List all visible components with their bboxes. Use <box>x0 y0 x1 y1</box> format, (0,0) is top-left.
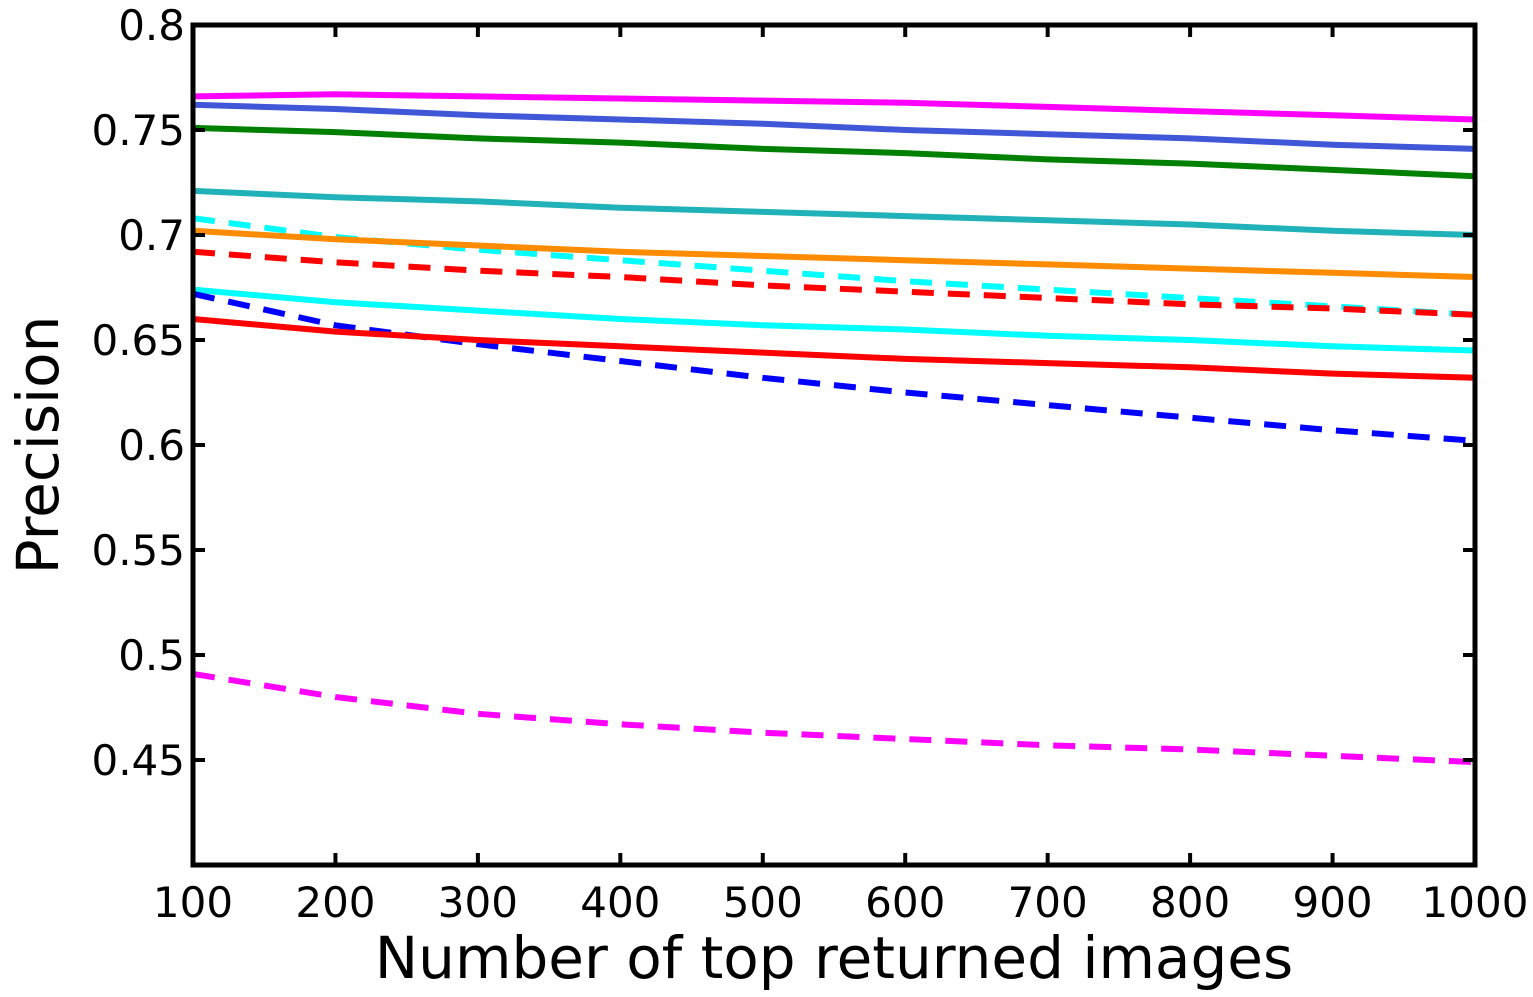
line-series <box>192 316 1476 381</box>
line-series <box>192 91 1476 123</box>
x-tick-label: 1000 <box>1422 878 1529 927</box>
x-tick-label: 100 <box>153 878 233 927</box>
x-tick-label: 900 <box>1292 878 1372 927</box>
y-tick-label: 0.75 <box>91 106 185 155</box>
y-tick-label: 0.45 <box>91 736 185 785</box>
y-axis-label: Precision <box>4 316 72 575</box>
line-series <box>192 101 1476 152</box>
y-tick-label: 0.6 <box>118 421 185 470</box>
y-tick-label: 0.7 <box>118 211 185 260</box>
x-tick-label: 600 <box>865 878 945 927</box>
line-series <box>192 187 1476 238</box>
y-tick-label: 0.8 <box>118 1 185 50</box>
line-series <box>192 227 1476 280</box>
y-tick-label: 0.55 <box>91 526 185 575</box>
x-tick-label: 200 <box>295 878 375 927</box>
x-tick-label: 400 <box>580 878 660 927</box>
x-tick-label: 700 <box>1008 878 1088 927</box>
x-tick-label: 300 <box>438 878 518 927</box>
line-series <box>192 670 1476 766</box>
line-series <box>192 290 1476 444</box>
y-tick-label: 0.65 <box>91 316 185 365</box>
line-series <box>192 124 1476 180</box>
x-axis-label: Number of top returned images <box>375 924 1293 992</box>
y-tick-label: 0.5 <box>118 631 185 680</box>
line-series <box>192 286 1476 354</box>
x-tick-label: 500 <box>723 878 803 927</box>
x-tick-label: 800 <box>1150 878 1230 927</box>
